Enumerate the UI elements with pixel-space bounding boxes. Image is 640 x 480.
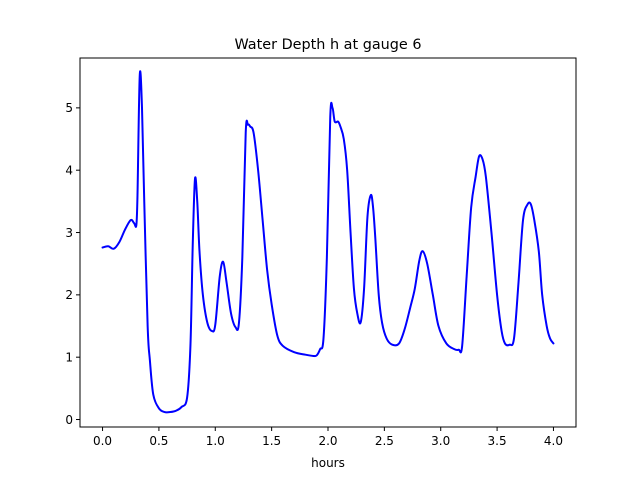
series-line: [101, 70, 555, 414]
y-tick-label: 2: [65, 288, 73, 302]
y-axis-ticks: 0 1 2 3 4 5: [65, 101, 80, 427]
x-tick-label: 2.0: [318, 434, 337, 448]
x-tick-label: 4.0: [544, 434, 563, 448]
x-tick-label: 2.5: [375, 434, 394, 448]
chart-title: Water Depth h at gauge 6: [234, 37, 421, 53]
x-tick-label: 1.5: [262, 434, 281, 448]
x-axis-ticks: 0.0 0.5 1.0 1.5 2.0 2.5 3.0 3.5 4.0: [93, 427, 563, 448]
y-tick-label: 5: [65, 101, 73, 115]
y-tick-label: 4: [65, 163, 73, 177]
y-tick-label: 1: [65, 350, 73, 364]
plot-frame: [79, 57, 577, 428]
x-tick-label: 3.0: [431, 434, 450, 448]
x-axis-label: hours: [311, 456, 345, 470]
x-tick-label: 3.5: [488, 434, 507, 448]
x-tick-label: 0.0: [93, 434, 112, 448]
y-tick-label: 0: [65, 413, 73, 427]
y-tick-label: 3: [65, 226, 73, 240]
x-tick-label: 1.0: [206, 434, 225, 448]
x-tick-label: 0.5: [149, 434, 168, 448]
